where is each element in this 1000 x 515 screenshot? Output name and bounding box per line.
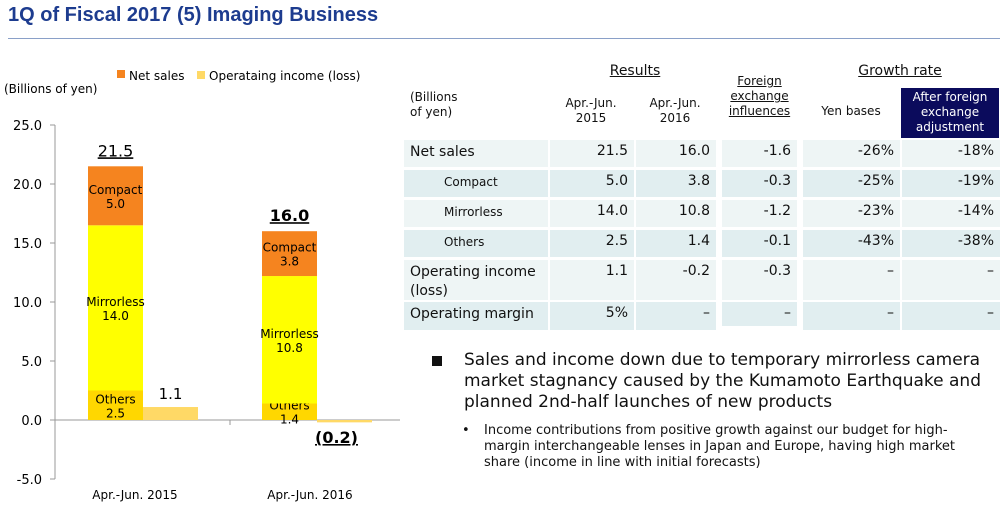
table-cell-adj: -18% [902,140,1000,167]
total-label: 16.0 [270,206,309,225]
bar-compact-0 [88,166,143,226]
table-cell-yen: -25% [803,170,900,197]
legend-operating-income-swatch [197,71,205,79]
table-cell-v2016: 10.8 [636,200,716,227]
y-axis-unit-label: (Billions of yen) [4,82,97,96]
bar-operating-income-1 [317,420,372,423]
operating-income-label: (0.2) [315,428,358,447]
y-tick-label: 5.0 [21,355,42,370]
col-header-2015: Apr.-Jun. 2015 [565,96,617,125]
table-cell-v2016: – [636,302,716,330]
legend-net-sales-swatch [117,70,125,78]
legend-net-sales-label: Net sales [129,69,184,83]
bar-others-0 [88,390,143,420]
bar-label-compact: Compact 3.8 [263,241,317,269]
y-tick-label: 10.0 [13,296,42,311]
table-cell-yen: -26% [803,140,900,167]
table-cell-yen: -23% [803,200,900,227]
table-cell-adj: – [902,302,1000,330]
table-cell-v2015: 5.0 [550,170,634,197]
y-tick-label: 15.0 [13,237,42,252]
table-cell-label: Operating income (loss) [404,260,548,300]
table-cell-yen: – [803,260,900,300]
bar-label-compact: Compact 5.0 [89,183,143,211]
fx-header: Foreign exchange influences [728,74,791,118]
x-category-label: Apr.-Jun. 2016 [267,488,352,502]
table-unit-label: (Billions of yen) [410,90,458,119]
x-category-label: Apr.-Jun. 2015 [92,488,177,502]
total-label: 21.5 [98,141,134,160]
bar-compact-1 [262,231,317,277]
bullet-sub: • Income contributions from positive grow… [432,423,992,471]
square-bullet-icon [432,356,442,366]
table-cell-label: Mirrorless [404,200,548,227]
table-cell-fx: -1.6 [722,140,797,167]
table-cell-v2015: 5% [550,302,634,330]
table-cell-label: Compact [404,170,548,197]
table-cell-fx: -0.3 [722,260,797,300]
y-tick-label: 0.0 [21,414,42,429]
after-fx-header: After foreign exchange adjustment [901,88,999,138]
bullet-main: Sales and income down due to temporary m… [432,350,992,413]
y-tick-label: 20.0 [13,178,42,193]
title-divider [8,38,1000,39]
table-cell-label: Net sales [404,140,548,167]
bar-label-mirrorless: Mirrorless 14.0 [86,295,145,323]
table-cell-adj: -19% [902,170,1000,197]
dot-bullet-icon: • [462,423,470,438]
legend-operating-income-label: Operataing income (loss) [209,69,360,83]
table-cell-adj: -38% [902,230,1000,257]
page-title: 1Q of Fiscal 2017 (5) Imaging Business [8,4,379,26]
bar-label-mirrorless: Mirrorless 10.8 [260,327,319,355]
table-cell-v2016: -0.2 [636,260,716,300]
table-cell-adj: – [902,260,1000,300]
yen-bases-header: Yen bases [821,104,881,118]
table-cell-v2016: 3.8 [636,170,716,197]
bullet-list: Sales and income down due to temporary m… [432,350,992,471]
y-tick-label: 25.0 [13,119,42,134]
table-cell-v2015: 21.5 [550,140,634,167]
bar-others-1 [262,403,317,420]
results-header: Results [609,63,661,79]
bar-operating-income-0 [143,407,198,420]
table-cell-v2015: 14.0 [550,200,634,227]
bar-label-others: Others 2.5 [95,392,135,420]
table-cell-fx: – [722,302,797,326]
bullet-sub-text: Income contributions from positive growt… [484,423,956,470]
table-cell-v2016: 1.4 [636,230,716,257]
bullet-main-text: Sales and income down due to temporary m… [464,350,981,412]
table-cell-label: Operating margin [404,302,548,330]
table-cell-fx: -1.2 [722,200,797,227]
table-cell-v2015: 2.5 [550,230,634,257]
col-header-2016: Apr.-Jun. 2016 [649,96,701,125]
table-cell-fx: -0.1 [722,230,797,257]
table-cell-v2015: 1.1 [550,260,634,300]
table-cell-yen: -43% [803,230,900,257]
table-cell-fx: -0.3 [722,170,797,197]
operating-income-label: 1.1 [159,385,183,403]
table-cell-v2016: 16.0 [636,140,716,167]
bar-mirrorless-1 [262,276,317,404]
growth-rate-header: Growth rate [858,63,942,79]
table-cell-yen: – [803,302,900,330]
bar-mirrorless-0 [88,225,143,391]
table-cell-label: Others [404,230,548,257]
y-tick-label: -5.0 [17,473,42,488]
stacked-bar-chart: Net sales Operataing income (loss) (Billio… [4,69,400,502]
table-cell-adj: -14% [902,200,1000,227]
